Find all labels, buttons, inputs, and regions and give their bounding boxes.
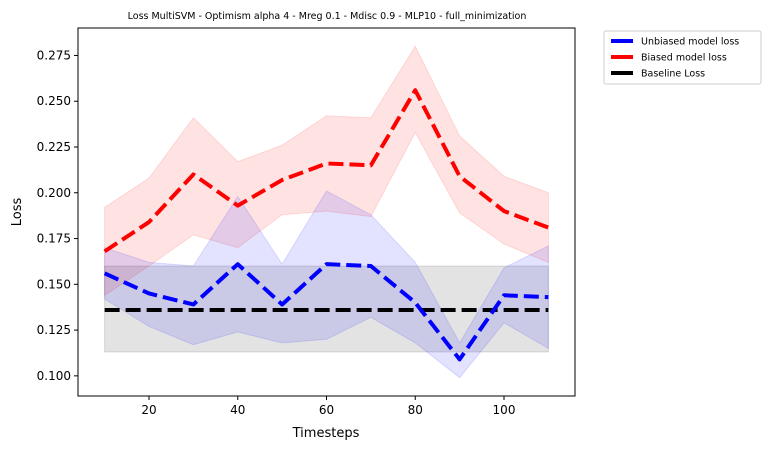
y-tick-label: 0.225 bbox=[37, 140, 71, 154]
legend-label-biased-model-loss: Biased model loss bbox=[641, 53, 727, 64]
y-tick-label: 0.200 bbox=[37, 186, 71, 200]
biased-model-loss-band bbox=[104, 45, 549, 297]
x-tick-label: 40 bbox=[230, 403, 245, 417]
y-tick-label: 0.125 bbox=[37, 323, 71, 337]
legend-frame bbox=[603, 30, 762, 85]
legend-label-baseline-loss: Baseline Loss bbox=[641, 69, 705, 80]
x-tick-label: 80 bbox=[408, 403, 423, 417]
y-tick-label: 0.250 bbox=[37, 94, 71, 108]
x-axis-label: Timesteps bbox=[292, 426, 360, 441]
y-tick-label: 0.150 bbox=[37, 277, 71, 291]
legend: Unbiased model loss Biased model loss Base… bbox=[603, 30, 762, 85]
unbiased-model-loss-line bbox=[103, 262, 549, 362]
x-tick-label: 60 bbox=[319, 403, 334, 417]
y-tick-label: 0.275 bbox=[37, 48, 71, 62]
y-axis-label: Loss bbox=[10, 198, 25, 227]
y-tick-label: 0.100 bbox=[37, 369, 71, 383]
y-tick-label: 0.175 bbox=[37, 232, 71, 246]
chart-title: Loss MultiSVM - Optimism alpha 4 - Mreg … bbox=[128, 11, 527, 22]
x-axis-ticks: 20 40 60 80 100 bbox=[141, 396, 515, 417]
biased-model-loss-line bbox=[103, 88, 550, 254]
y-axis-ticks: 0.100 0.125 0.150 0.175 0.200 0.225 0.250 0.275 bbox=[37, 48, 78, 383]
x-tick-label: 20 bbox=[141, 403, 156, 417]
series-lines bbox=[103, 88, 550, 362]
legend-label-unbiased-model-loss: Unbiased model loss bbox=[641, 37, 739, 48]
x-tick-label: 100 bbox=[493, 403, 516, 417]
